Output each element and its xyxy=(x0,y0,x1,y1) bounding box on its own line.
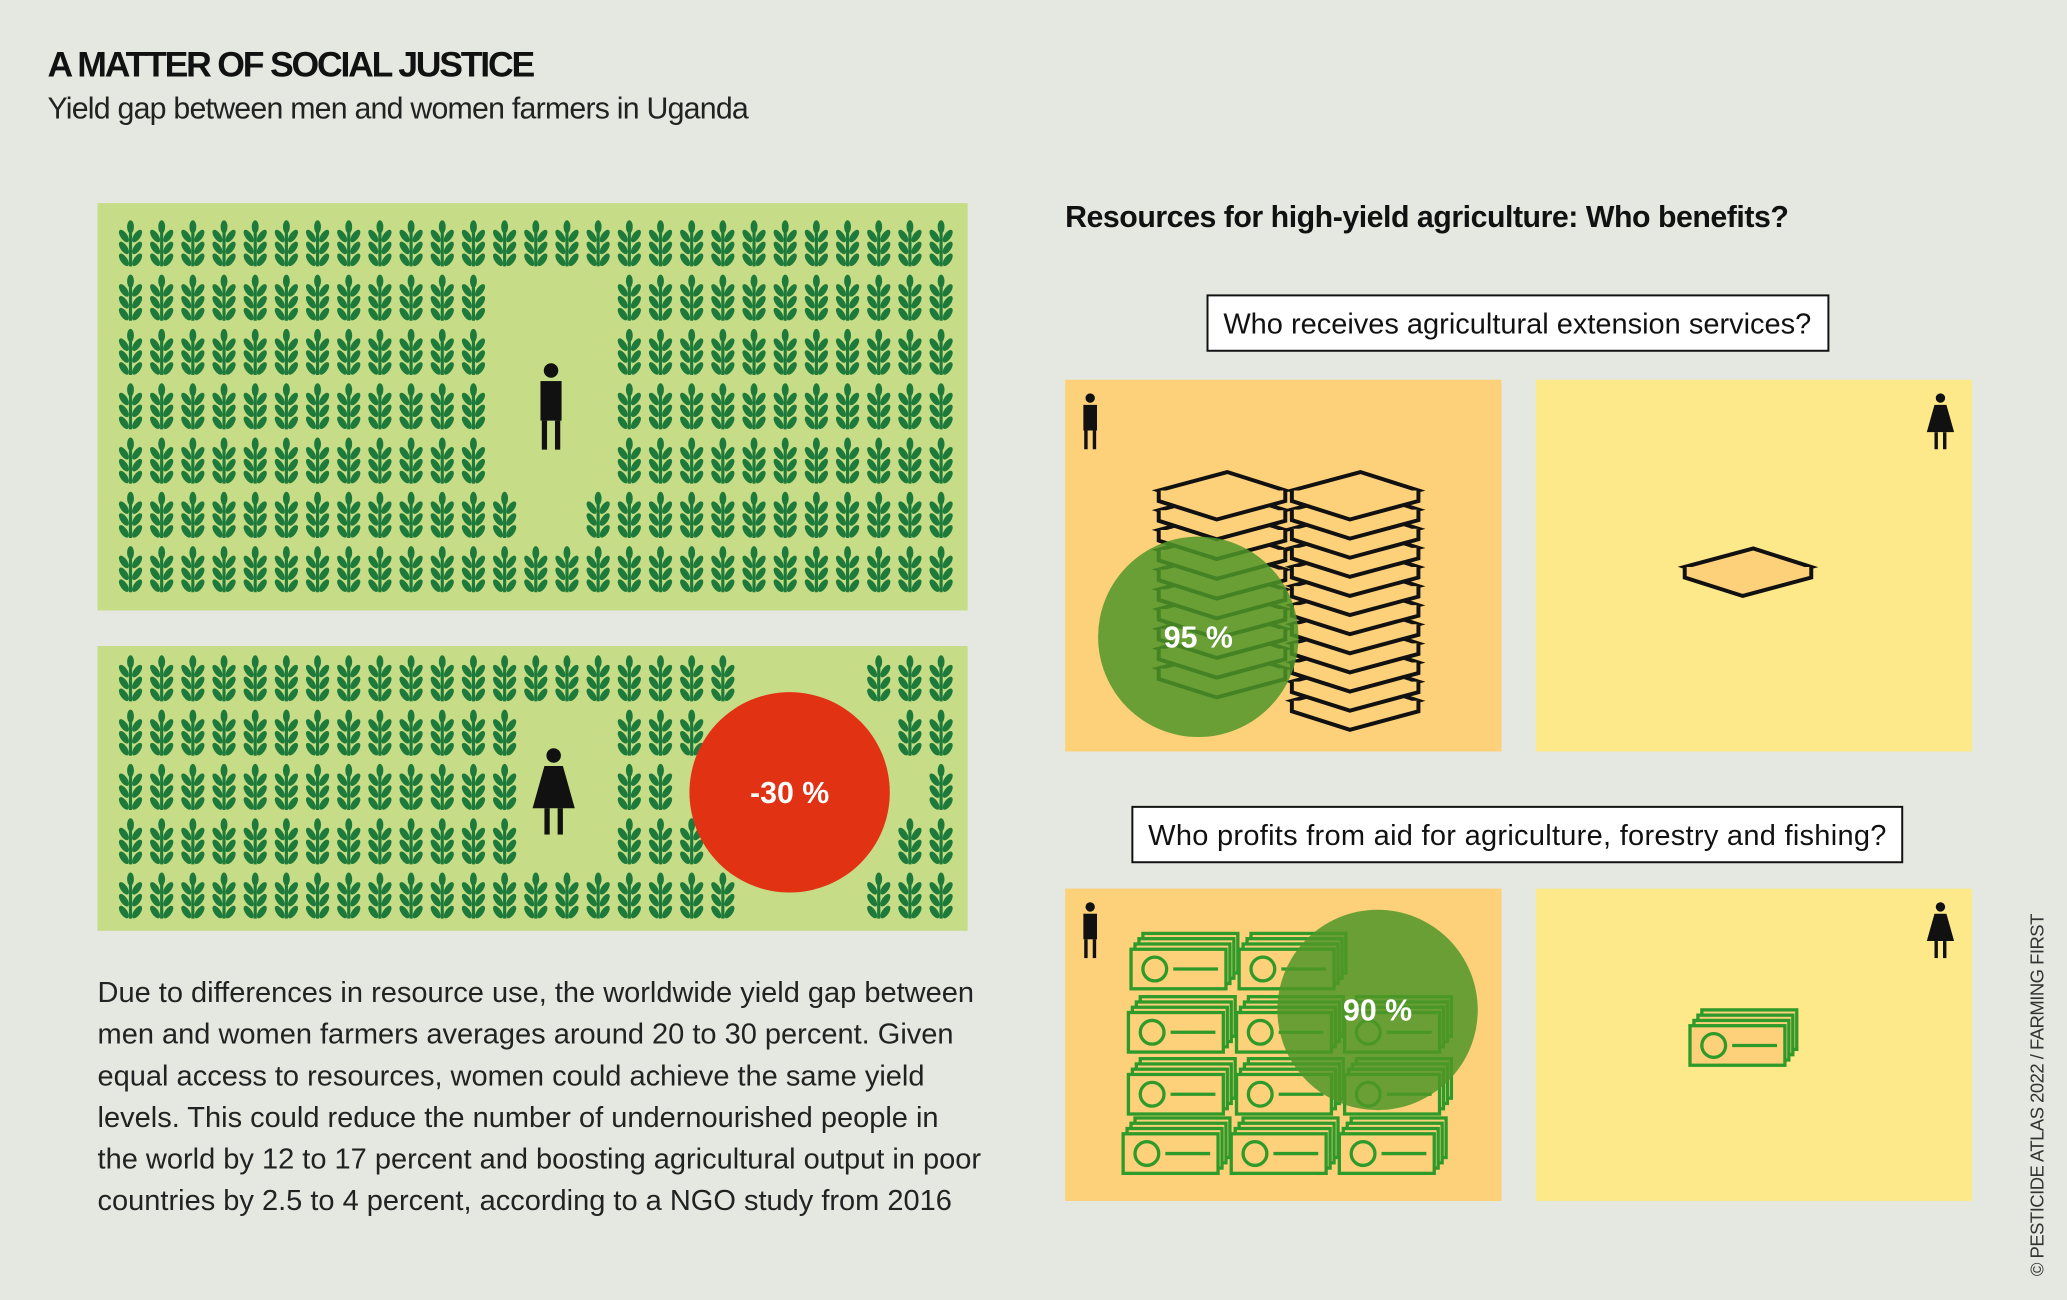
bill-emblem xyxy=(1138,1080,1166,1108)
description-line: Due to differences in resource use, the … xyxy=(98,977,974,1009)
bill-emblem xyxy=(1349,1140,1377,1168)
title: A MATTER OF SOCIAL JUSTICE xyxy=(47,45,535,85)
book-side xyxy=(1289,509,1421,541)
book-side xyxy=(1289,700,1421,732)
question-box xyxy=(1131,805,1904,864)
book-side xyxy=(1682,566,1814,599)
book-side xyxy=(1289,681,1421,713)
share-circle xyxy=(1098,536,1299,738)
question: Who receives agricultural extension serv… xyxy=(1223,309,1811,341)
bill-emblem xyxy=(1246,1080,1274,1108)
credit: © PESTICIDE ATLAS 2022 / FARMING FIRST xyxy=(2026,914,2047,1277)
bill-emblem xyxy=(1141,955,1169,983)
book-side xyxy=(1156,490,1288,522)
description-line: levels. This could reduce the number of … xyxy=(98,1102,939,1134)
bill-emblem xyxy=(1700,1031,1728,1059)
question-box xyxy=(1206,294,1830,352)
share-circle xyxy=(1277,909,1478,1111)
question: Who profits from aid for agriculture, fo… xyxy=(1148,820,1886,852)
gap-circle xyxy=(689,692,890,893)
bill-emblem xyxy=(1246,1018,1274,1046)
bill-emblem xyxy=(1249,955,1277,983)
description-line: men and women farmers averages around 20… xyxy=(98,1019,954,1051)
description: Due to differences in resource use, the … xyxy=(98,977,982,1217)
book-side xyxy=(1289,490,1421,522)
resources-title: Resources for high-yield agriculture: Wh… xyxy=(1065,201,1789,234)
gap-label: -30 % xyxy=(750,777,829,810)
book-side xyxy=(1289,586,1421,618)
book-side xyxy=(1289,566,1421,599)
book-side xyxy=(1289,528,1421,560)
bill-emblem xyxy=(1138,1018,1166,1046)
share-label: 90 % xyxy=(1343,994,1412,1027)
description-line: the world by 12 to 17 percent and boosti… xyxy=(98,1144,982,1176)
subtitle: Yield gap between men and women farmers … xyxy=(47,93,748,126)
bill-emblem xyxy=(1241,1140,1269,1168)
description-line: equal access to resources, women could a… xyxy=(98,1060,925,1092)
share-label: 95 % xyxy=(1164,621,1233,654)
description-line: countries by 2.5 to 4 percent, according… xyxy=(98,1185,952,1217)
book-side xyxy=(1289,547,1421,579)
bill-emblem xyxy=(1133,1140,1161,1168)
